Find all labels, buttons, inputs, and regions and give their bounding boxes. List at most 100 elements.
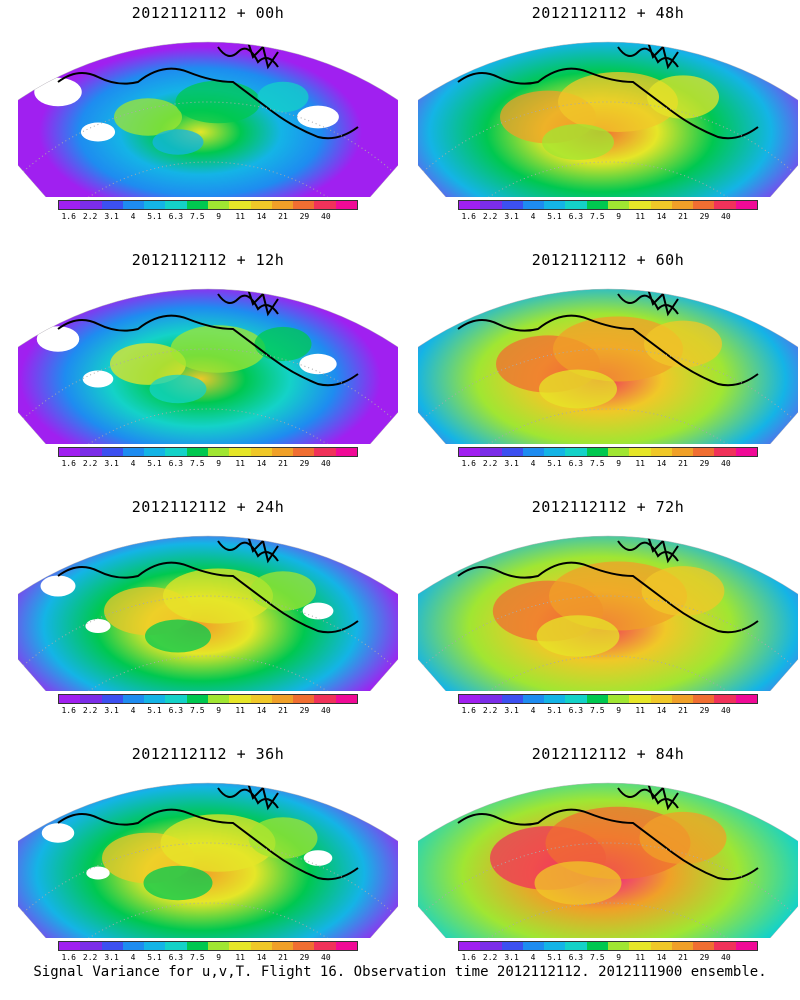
colorbar-label: 11	[635, 953, 645, 962]
colorbar-swatch	[335, 448, 357, 456]
colorbar: 1.6 2.2 3.1 4 5.1 6.3 7.5 9 11 14 21 29 40	[458, 941, 758, 971]
colorbar-label: 7.5	[590, 459, 605, 468]
colorbar-swatch	[59, 201, 81, 209]
colorbar-label: 11	[635, 706, 645, 715]
colorbar-label: 1.6	[61, 706, 76, 715]
colorbar-swatch	[59, 695, 81, 703]
colorbar-label: 5.1	[547, 953, 562, 962]
colorbar-swatch	[714, 201, 736, 209]
colorbar-label: 29	[299, 459, 310, 468]
colorbar-swatch	[735, 942, 757, 950]
colorbar-label: 4	[130, 212, 136, 221]
variance-map	[418, 782, 798, 938]
colorbar-swatch	[480, 695, 502, 703]
colorbar-swatches	[58, 941, 358, 951]
colorbar-swatch	[314, 201, 336, 209]
panel-title: 2012112112 + 60h	[531, 251, 685, 269]
colorbar-label: 14	[256, 459, 267, 468]
colorbar-swatch	[480, 448, 502, 456]
colorbar-swatch	[229, 201, 251, 209]
map-outline	[18, 41, 398, 197]
colorbar-swatch	[693, 942, 715, 950]
colorbar-label: 3.1	[104, 459, 119, 468]
colorbar-label: 40	[721, 212, 731, 221]
colorbar-swatch	[229, 695, 251, 703]
colorbar-swatch	[80, 695, 102, 703]
colorbar-swatch	[544, 201, 566, 209]
variance-blob	[110, 343, 186, 385]
colorbar-swatch	[250, 942, 272, 950]
colorbar-label: 3.1	[504, 459, 519, 468]
colorbar-label: 29	[699, 212, 710, 221]
colorbar-label: 21	[278, 953, 288, 962]
graticule-line	[462, 902, 754, 938]
variance-blob	[143, 865, 213, 901]
variance-map	[418, 535, 798, 691]
colorbar-label: 4	[530, 459, 536, 468]
colorbar-swatch	[693, 201, 715, 209]
colorbar-swatch	[59, 942, 81, 950]
map-panel: 2012112112 + 00h 1.6 2.2 3.1 4 5.1 6.3 7.5 9 11 14…	[18, 0, 398, 230]
colorbar-swatch	[522, 695, 545, 703]
colorbar-swatch	[650, 942, 672, 950]
variance-blob	[149, 374, 207, 404]
colorbar-swatch	[459, 201, 481, 209]
colorbar-label: 29	[699, 706, 710, 715]
colorbar-swatch	[207, 448, 230, 456]
colorbar-swatch	[186, 942, 208, 950]
colorbar: 1.6 2.2 3.1 4 5.1 6.3 7.5 9 11 14 21 29 40	[58, 200, 358, 230]
panel-title: 2012112112 + 84h	[531, 745, 685, 763]
figure-caption: Signal Variance for u,v,T. Flight 16. Ob…	[33, 964, 767, 980]
colorbar-label: 40	[321, 459, 331, 468]
colorbar-label: 9	[616, 953, 622, 962]
graticule-line	[462, 655, 754, 691]
colorbar-swatch	[101, 942, 123, 950]
colorbar-label: 1.6	[61, 459, 76, 468]
colorbar-labels: 1.6 2.2 3.1 4 5.1 6.3 7.5 9 11 14 21 29 40	[58, 212, 358, 224]
variance-blob	[250, 571, 316, 611]
colorbar-swatch	[144, 201, 166, 209]
colorbar-label: 21	[678, 706, 688, 715]
colorbar-label: 4	[530, 953, 536, 962]
colorbar-label: 14	[256, 212, 267, 221]
colorbar-label: 1.6	[61, 212, 76, 221]
colorbar-label: 7.5	[590, 953, 605, 962]
colorbar-label: 5.1	[147, 212, 162, 221]
colorbar-label: 11	[635, 459, 645, 468]
colorbar-swatch	[293, 448, 315, 456]
variance-blob	[152, 129, 204, 155]
missing-data-area	[40, 575, 76, 597]
coastline	[57, 536, 359, 634]
coastline	[457, 289, 759, 387]
colorbar-swatch	[101, 695, 123, 703]
colorbar-label: 6.3	[568, 212, 584, 221]
colorbar-swatch	[80, 448, 102, 456]
colorbar-label: 5.1	[147, 953, 162, 962]
colorbar-label: 9	[216, 953, 222, 962]
colorbar-swatches	[458, 447, 758, 457]
colorbar-swatch	[293, 942, 315, 950]
colorbar-swatch	[122, 695, 145, 703]
colorbar-label: 3.1	[504, 706, 519, 715]
variance-blob	[647, 75, 719, 119]
panel-title: 2012112112 + 12h	[131, 251, 285, 269]
colorbar-swatch	[544, 942, 566, 950]
colorbar-swatches	[58, 447, 358, 457]
colorbar-swatch	[250, 201, 272, 209]
colorbar-swatch	[59, 448, 81, 456]
colorbar-swatch	[335, 201, 357, 209]
colorbar-swatch	[122, 201, 145, 209]
map-panel: 2012112112 + 36h 1.6 2.2 3.1 4 5.1 6.3 7.5 9 11 14…	[18, 741, 398, 971]
colorbar-swatch	[229, 448, 251, 456]
colorbar-labels: 1.6 2.2 3.1 4 5.1 6.3 7.5 9 11 14 21 29 40	[458, 953, 758, 965]
variance-map	[18, 41, 398, 197]
colorbar: 1.6 2.2 3.1 4 5.1 6.3 7.5 9 11 14 21 29 40	[58, 447, 358, 477]
colorbar-label: 4	[530, 706, 536, 715]
graticule-line	[62, 902, 354, 938]
colorbar-swatches	[458, 941, 758, 951]
colorbar-swatch	[586, 448, 608, 456]
colorbar-label: 7.5	[190, 212, 205, 221]
panel-title: 2012112112 + 48h	[531, 4, 685, 22]
colorbar-swatch	[314, 942, 336, 950]
colorbar-swatch	[144, 695, 166, 703]
